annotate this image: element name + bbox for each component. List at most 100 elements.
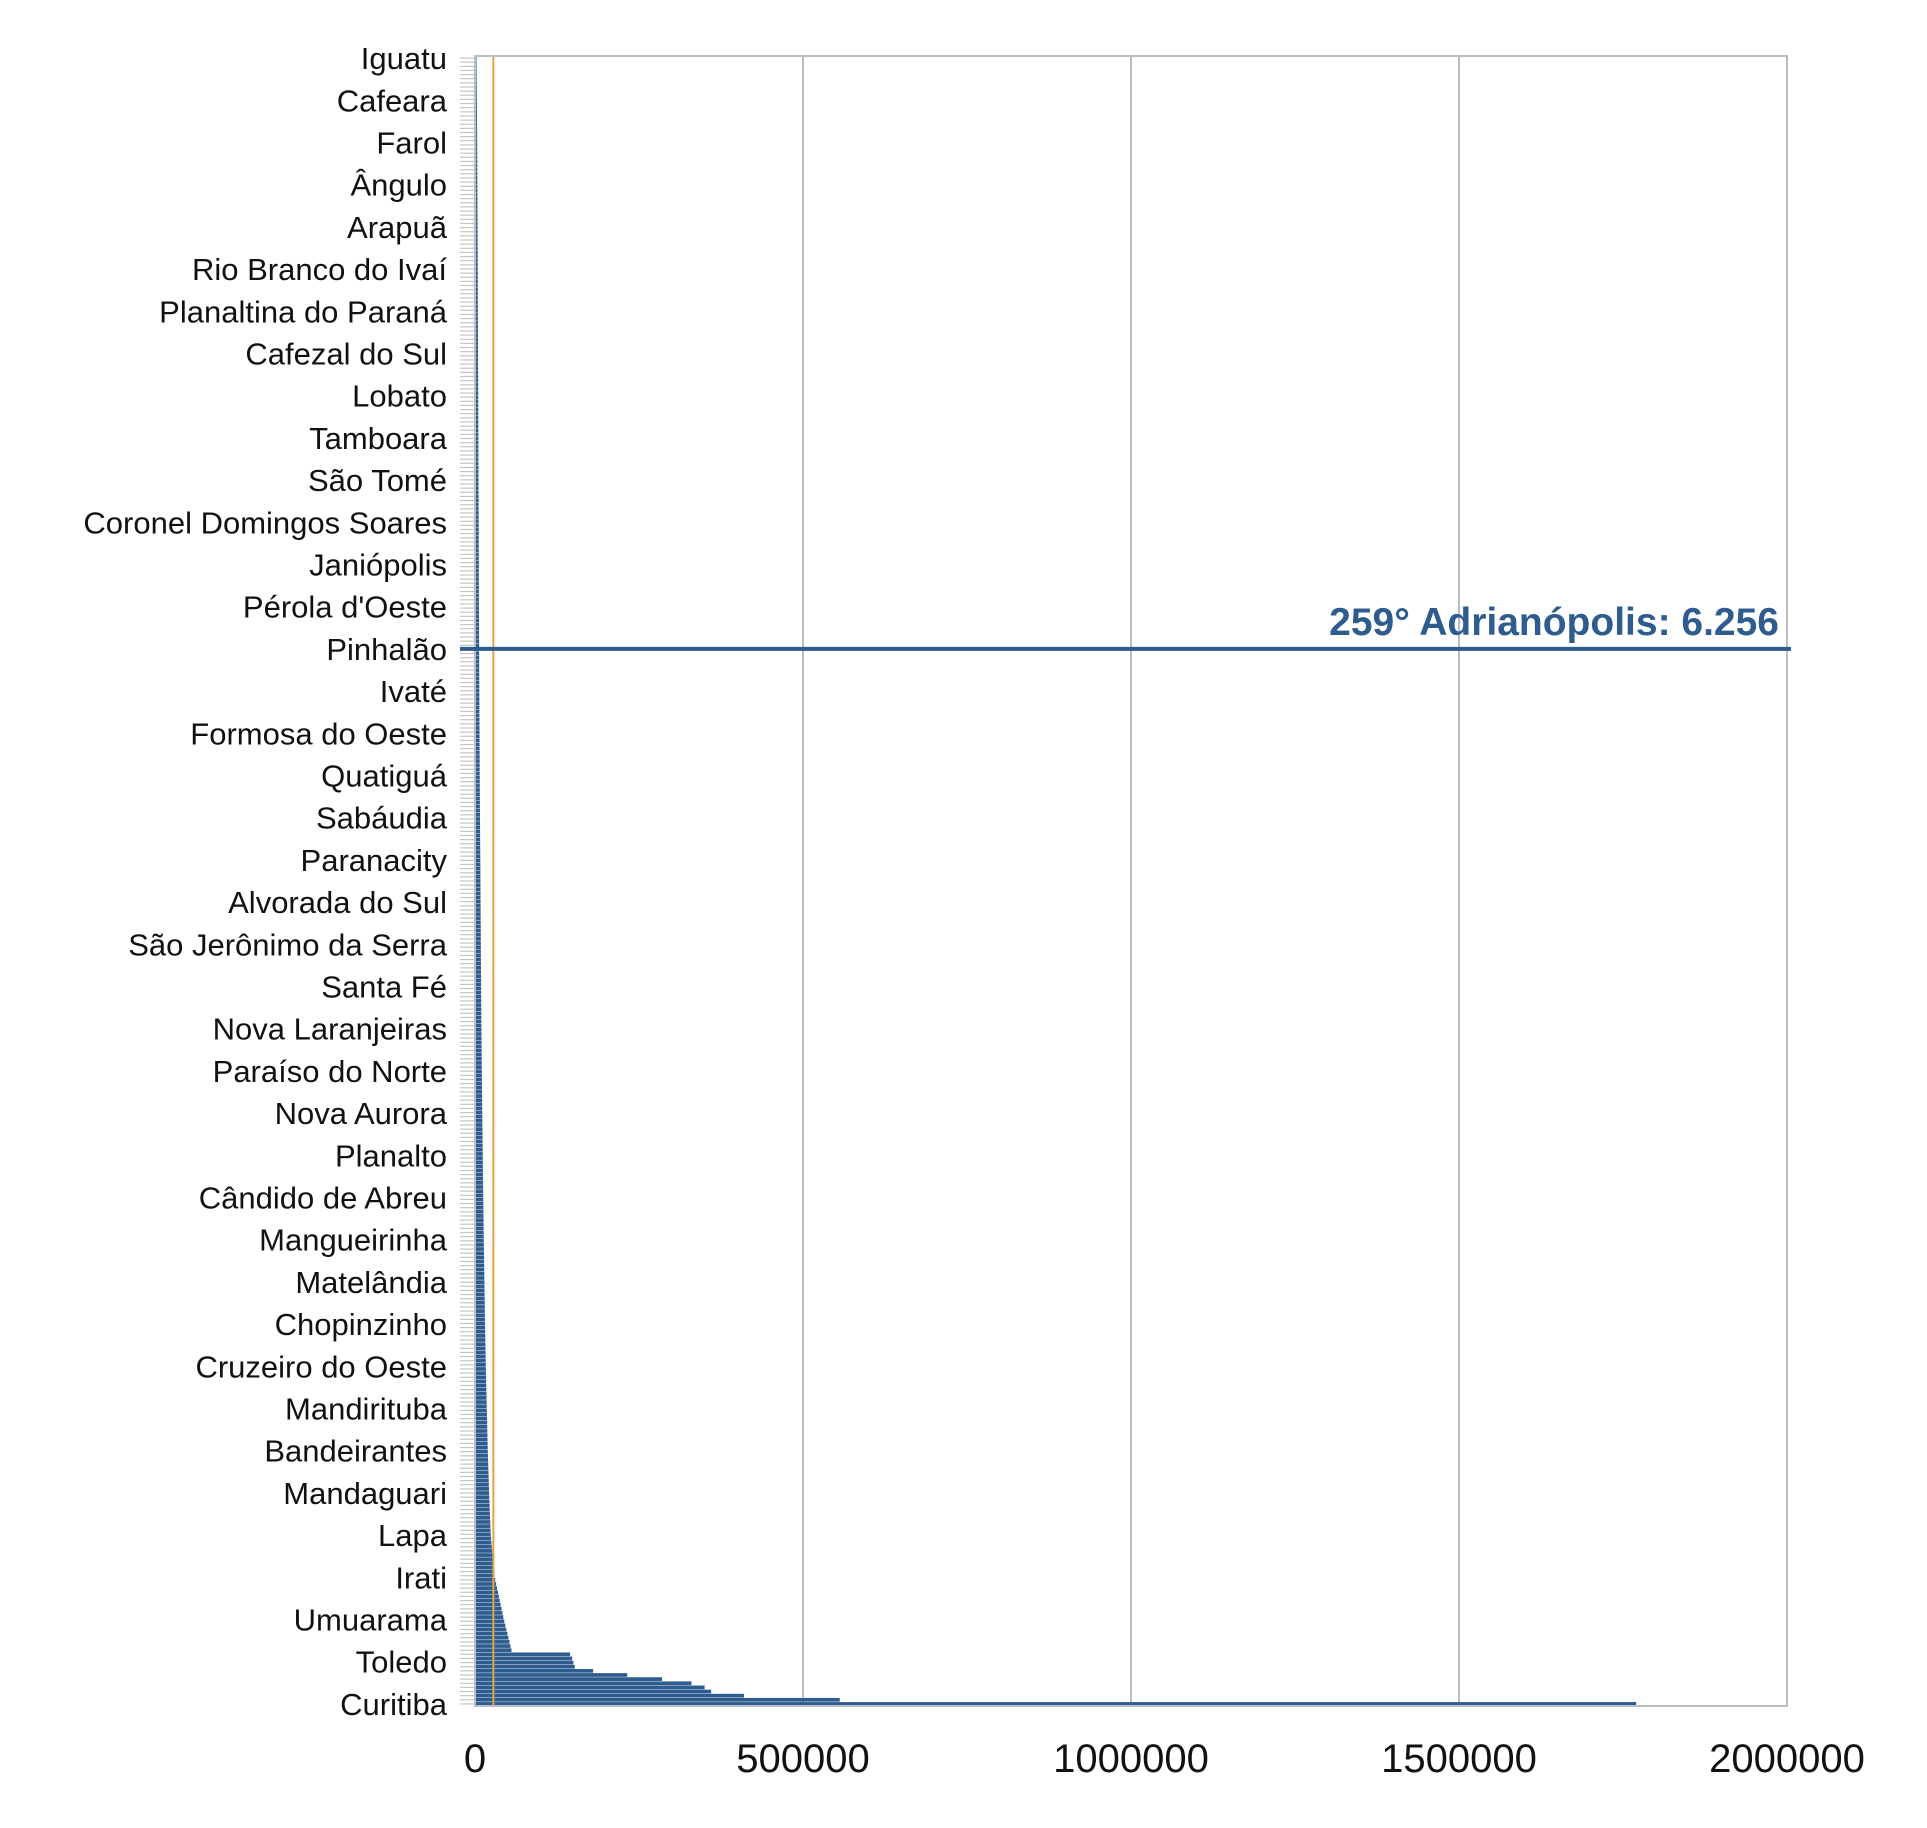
- bar: [475, 1007, 482, 1012]
- bar: [475, 1668, 594, 1673]
- bar: [475, 1520, 491, 1524]
- bar: [475, 1073, 482, 1078]
- bar: [475, 333, 478, 337]
- bar: [475, 693, 480, 697]
- bar: [475, 759, 480, 763]
- bar: [475, 515, 479, 519]
- bar: [475, 866, 481, 871]
- bar: [475, 217, 478, 222]
- bar: [475, 159, 478, 164]
- bar: [475, 469, 479, 474]
- bar: [475, 833, 481, 838]
- bar: [475, 1503, 490, 1508]
- bar: [475, 415, 479, 420]
- bar: [475, 920, 481, 925]
- bar: [475, 395, 479, 400]
- bar: [475, 1544, 492, 1549]
- bar: [475, 850, 481, 854]
- y-tick-label: Pérola d'Oeste: [243, 590, 447, 625]
- bar: [475, 1023, 482, 1028]
- y-tick-label: Nova Laranjeiras: [213, 1012, 447, 1047]
- bar: [475, 680, 480, 685]
- bar: [475, 134, 478, 139]
- bar: [475, 1561, 494, 1566]
- bar: [475, 990, 482, 995]
- bar: [475, 887, 481, 892]
- bar: [475, 1362, 486, 1367]
- bar: [475, 279, 478, 284]
- bar: [475, 1602, 501, 1607]
- bar: [475, 635, 480, 639]
- bar: [475, 155, 478, 160]
- grid-lines: [474, 56, 1788, 1706]
- y-tick-label: Paraíso do Norte: [213, 1054, 447, 1089]
- bar: [475, 1019, 482, 1024]
- bar: [475, 1197, 484, 1202]
- x-tick-label: 1000000: [1053, 1737, 1209, 1781]
- y-tick-label: Sabáudia: [316, 801, 448, 836]
- bar: [475, 382, 479, 387]
- bar: [475, 1458, 489, 1462]
- bar: [475, 1693, 744, 1698]
- bar: [475, 1466, 489, 1471]
- bar: [475, 325, 478, 329]
- bar: [475, 304, 478, 309]
- bar: [475, 1036, 482, 1041]
- bar: [475, 564, 479, 569]
- bar: [475, 1218, 484, 1222]
- bar: [475, 1255, 485, 1260]
- bar: [475, 531, 479, 536]
- bar: [475, 854, 481, 859]
- bar: [475, 870, 481, 875]
- bar: [475, 705, 480, 710]
- bar: [475, 482, 479, 486]
- bar: [475, 180, 478, 184]
- bar: [475, 1652, 571, 1657]
- y-tick-label: Cândido de Abreu: [199, 1181, 447, 1216]
- bar: [475, 453, 479, 457]
- y-tick-label: Lapa: [378, 1518, 448, 1553]
- bar: [475, 1247, 484, 1251]
- bar: [475, 1106, 483, 1111]
- bar: [475, 841, 481, 846]
- bar: [475, 411, 479, 416]
- bar: [475, 519, 479, 524]
- bar: [475, 138, 478, 143]
- bar: [475, 267, 478, 271]
- bar: [475, 490, 479, 495]
- bar: [475, 908, 481, 912]
- bar: [475, 1263, 485, 1268]
- bar: [475, 1052, 482, 1057]
- bar: [475, 1209, 484, 1214]
- bar: [475, 349, 479, 354]
- bar: [475, 597, 479, 602]
- bar: [475, 341, 478, 346]
- bar: [475, 1313, 485, 1318]
- bar: [475, 1015, 482, 1020]
- bar: [475, 1081, 482, 1086]
- bar: [475, 1102, 483, 1107]
- bar: [475, 899, 481, 904]
- bar: [475, 1594, 499, 1599]
- bar: [475, 945, 481, 950]
- bar: [475, 213, 478, 218]
- bar: [475, 721, 480, 726]
- bar: [475, 387, 479, 391]
- y-tick-label: Farol: [376, 125, 447, 160]
- bar: [475, 1611, 503, 1615]
- bar: [475, 643, 480, 648]
- bar: [475, 775, 480, 780]
- bar: [475, 1425, 488, 1429]
- y-tick-label: Janiópolis: [309, 547, 447, 582]
- bar: [475, 1449, 488, 1454]
- bar: [475, 659, 480, 664]
- y-tick-label: Planaltina do Paraná: [159, 294, 448, 329]
- bar: [475, 895, 481, 900]
- bar: [475, 308, 478, 313]
- bar: [475, 1234, 484, 1239]
- plot-border: [474, 55, 1788, 1707]
- bar: [475, 585, 479, 590]
- bar: [475, 436, 479, 441]
- bar: [475, 1371, 486, 1375]
- bar: [475, 1685, 705, 1690]
